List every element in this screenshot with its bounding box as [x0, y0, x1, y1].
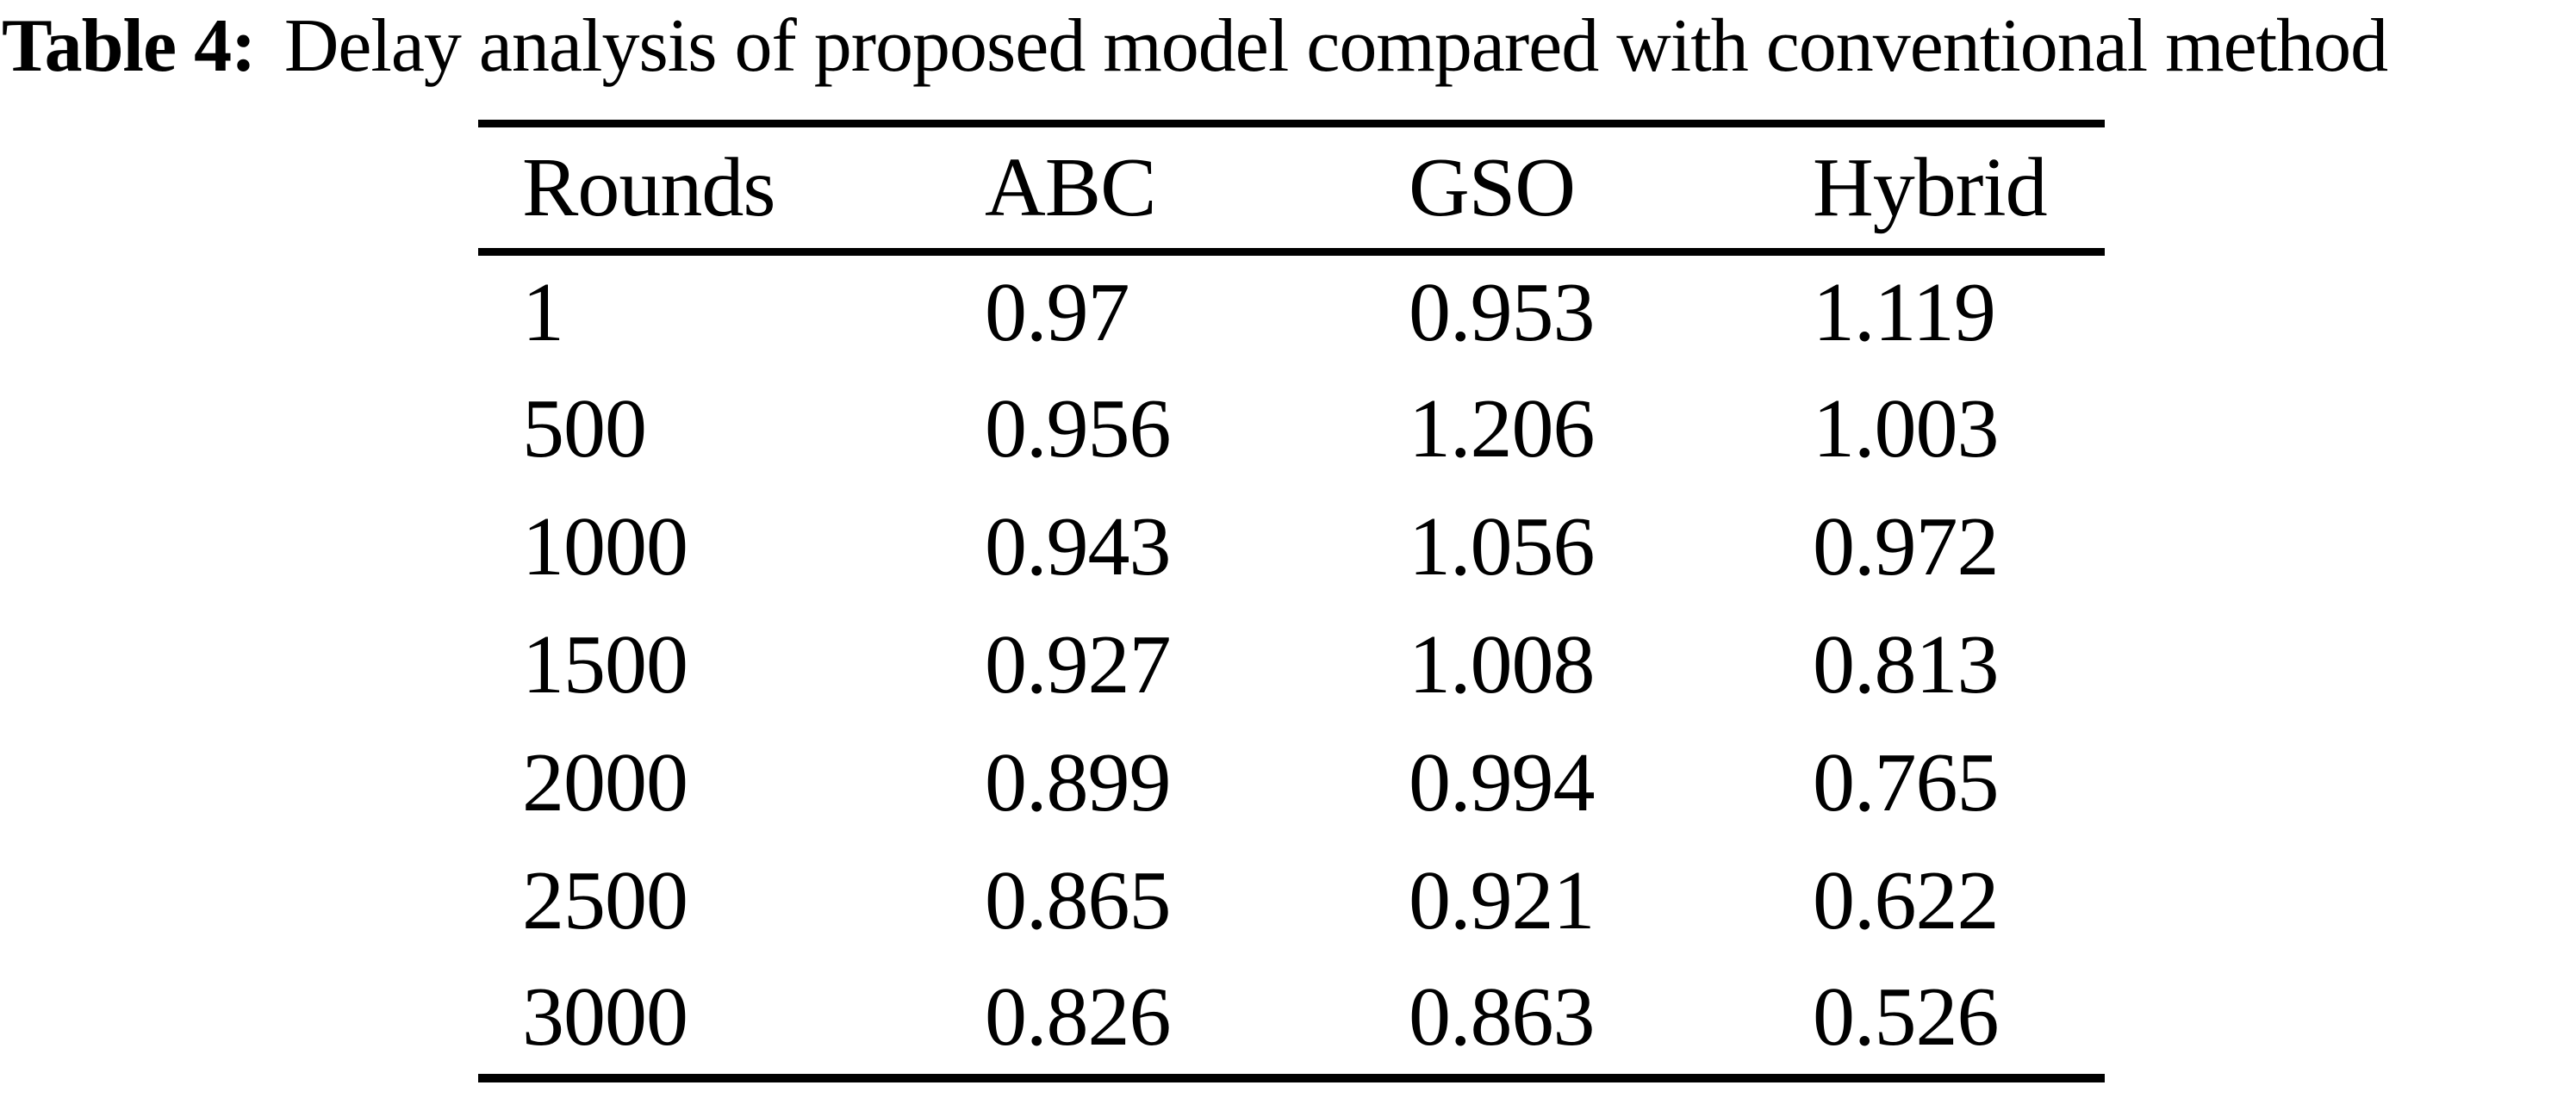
- cell-rounds: 1500: [522, 618, 688, 711]
- cell-abc: 0.97: [985, 266, 1130, 360]
- cell-rounds: 1: [522, 266, 564, 360]
- table-row: 1000 0.943 1.056 0.972: [478, 488, 2105, 606]
- header-cell-rounds: Rounds: [522, 141, 776, 234]
- table-row: 1500 0.927 1.008 0.813: [478, 606, 2105, 724]
- cell-abc: 0.943: [985, 500, 1172, 593]
- cell-hybrid: 0.526: [1813, 970, 2000, 1064]
- cell-abc: 0.826: [985, 970, 1172, 1064]
- cell-rounds: 2000: [522, 736, 688, 829]
- table-row: 2000 0.899 0.994 0.765: [478, 724, 2105, 842]
- cell-rounds: 2500: [522, 854, 688, 947]
- delay-table: Rounds ABC GSO Hybrid 1 0.97 0.953 1.119…: [478, 120, 2105, 1082]
- table-row: 1 0.97 0.953 1.119: [478, 252, 2105, 370]
- cell-gso: 0.863: [1409, 970, 1596, 1064]
- cell-abc: 0.865: [985, 854, 1172, 947]
- cell-gso: 0.994: [1409, 736, 1596, 829]
- header-cell-gso: GSO: [1409, 141, 1576, 234]
- cell-gso: 0.921: [1409, 854, 1596, 947]
- cell-abc: 0.927: [985, 618, 1172, 711]
- cell-hybrid: 0.813: [1813, 618, 2000, 711]
- cell-hybrid: 0.622: [1813, 854, 2000, 947]
- cell-gso: 1.056: [1409, 500, 1596, 593]
- cell-gso: 0.953: [1409, 266, 1596, 360]
- cell-rounds: 3000: [522, 970, 688, 1064]
- table-row: 500 0.956 1.206 1.003: [478, 370, 2105, 488]
- cell-hybrid: 1.003: [1813, 382, 2000, 475]
- cell-hybrid: 0.765: [1813, 736, 2000, 829]
- header-row: Rounds ABC GSO Hybrid: [478, 123, 2105, 252]
- cell-abc: 0.899: [985, 736, 1172, 829]
- cell-rounds: 500: [522, 382, 647, 475]
- header-cell-abc: ABC: [985, 141, 1157, 234]
- table-caption: Table 4: Delay analysis of proposed model…: [2, 0, 2576, 98]
- table-row: 3000 0.826 0.863 0.526: [478, 960, 2105, 1078]
- header-cell-hybrid: Hybrid: [1813, 141, 2048, 234]
- cell-gso: 1.206: [1409, 382, 1596, 475]
- caption-text: Delay analysis of proposed model compare…: [283, 4, 2388, 88]
- cell-gso: 1.008: [1409, 618, 1596, 711]
- cell-hybrid: 1.119: [1813, 266, 1996, 360]
- table-row: 2500 0.865 0.921 0.622: [478, 842, 2105, 960]
- cell-hybrid: 0.972: [1813, 500, 2000, 593]
- cell-rounds: 1000: [522, 500, 688, 593]
- caption-label: Table 4:: [2, 4, 256, 88]
- cell-abc: 0.956: [985, 382, 1172, 475]
